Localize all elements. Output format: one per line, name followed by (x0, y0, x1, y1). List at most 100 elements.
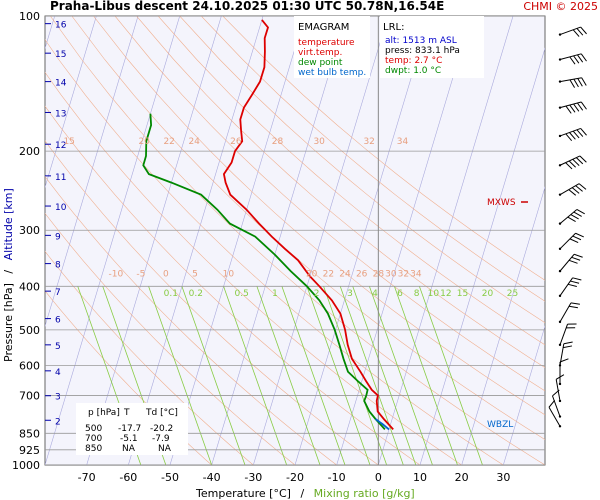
wind-barb-flag (567, 216, 576, 222)
table-cell: 700 (85, 434, 102, 444)
mixing-ratio-label: 20 (482, 289, 494, 299)
wind-barb-flag (575, 185, 583, 192)
credit: CHMI © 2025 (523, 0, 598, 13)
isotherm-label: 15 (63, 137, 74, 147)
y-axis-label-pressure: Pressure [hPa] (2, 283, 15, 362)
wind-barb-dot (558, 58, 562, 61)
altitude-tick-label: 15 (55, 50, 66, 60)
dry-adiabat-line (93, 16, 545, 416)
adiabat-label: 0 (163, 269, 169, 279)
wind-barb-flag (573, 55, 580, 64)
isotherm-line (336, 16, 472, 465)
wind-barb-flag (559, 358, 569, 363)
wind-barb-staff (559, 127, 581, 137)
isotherm-line (169, 16, 305, 465)
lrl-title: LRL: (383, 22, 404, 33)
table-header-td: Td [°C] (145, 408, 178, 418)
y-tick-label: 200 (19, 145, 40, 158)
wind-barb-flag (572, 277, 582, 281)
mixing-ratio-line (352, 286, 417, 465)
wind-barb-flag (579, 155, 587, 163)
mixing-ratio-line (339, 286, 404, 465)
y-tick-label: 300 (19, 224, 40, 237)
wind-barb-flag (569, 56, 576, 65)
y-tick-label: 925 (19, 444, 40, 457)
wind-barb-flag (572, 158, 580, 166)
legend-dew-point: dew point (298, 58, 343, 68)
legend-temperature: temperature (298, 38, 355, 48)
table-cell: -17.7 (118, 424, 141, 434)
wind-barb-flag (575, 232, 584, 238)
isotherm-label: 22 (163, 137, 174, 147)
isotherm-line (253, 16, 389, 465)
wind-barb-staff (559, 253, 575, 272)
isotherm-label: 34 (397, 137, 409, 147)
adiabat-label: -5 (136, 269, 145, 279)
wind-barb-flag (573, 253, 583, 258)
y-tick-label: 850 (19, 427, 40, 440)
altitude-tick-label: 6 (55, 316, 61, 326)
adiabat-label: 20 (306, 269, 318, 279)
altitude-tick-label: 7 (55, 288, 61, 298)
y-tick-label: 1000 (12, 459, 40, 472)
isotherm-line (86, 16, 222, 465)
legend-title: EMAGRAM (298, 22, 349, 33)
wind-barb-dot (558, 134, 562, 138)
wind-barb-dot (558, 164, 562, 167)
adiabat-label: -10 (108, 269, 123, 279)
wind-barb-flag (569, 104, 576, 113)
altitude-tick-label: 3 (55, 393, 61, 403)
y-tick-label: 500 (19, 324, 40, 337)
plot-area (44, 15, 546, 466)
mixing-ratio-line (281, 286, 346, 465)
wind-barb-flag (580, 26, 587, 35)
mixing-ratio-label: 12 (440, 289, 451, 299)
isotherm-line (45, 16, 180, 465)
altitude-tick-label: 5 (55, 342, 61, 352)
x-tick-label: 30 (496, 471, 510, 484)
table-cell: -20.2 (150, 424, 173, 434)
x-axis-label: Temperature [°C] / Mixing ratio [g/kg] (195, 487, 415, 500)
dry-adiabat-line (200, 16, 545, 302)
table-cell: -7.9 (152, 434, 170, 444)
mixing-ratio-label: 0.1 (164, 289, 178, 299)
series-line-temperature (222, 19, 394, 431)
mixing-ratio-label: 1 (272, 289, 278, 299)
mixing-ratio-line (223, 286, 288, 465)
isotherm-line (419, 47, 545, 465)
adiabat-label: 32 (398, 269, 409, 279)
wbzl-marker: WBZL (487, 420, 513, 430)
legend-virt-temp: virt.temp. (298, 48, 342, 58)
chart-title: Praha-Libus descent 24.10.2025 01:30 UTC… (50, 0, 444, 13)
wind-barb-flag (577, 78, 583, 87)
wind-barb-dot (558, 33, 562, 36)
wind-barb-flag (580, 128, 587, 136)
mxws-marker: MXWS (487, 198, 516, 208)
isotherm-label: 24 (188, 137, 200, 147)
mixing-ratio-label: 8 (414, 289, 420, 299)
mixing-ratio-line (419, 286, 483, 465)
wind-barb-staff (559, 26, 581, 36)
wind-barb-staff (559, 277, 574, 297)
x-tick-label: -60 (119, 471, 137, 484)
wind-barb-dot (558, 193, 562, 196)
wind-barb-flag (573, 211, 582, 217)
wind-barb-flag (552, 389, 560, 397)
table-header-p: p [hPa] (88, 408, 120, 418)
lrl-dwpt: dwpt: 1.0 °C (385, 66, 441, 76)
wind-barb-flag (571, 256, 581, 261)
mixing-ratio-line (369, 286, 433, 465)
mixing-ratio-label: 10 (428, 289, 440, 299)
mixing-ratio-label: 0.2 (189, 289, 203, 299)
isotherm-line (461, 186, 545, 465)
altitude-tick-label: 8 (55, 261, 61, 271)
wind-barb-flag (568, 259, 578, 264)
wind-barb-dot (558, 222, 562, 225)
x-tick-label: 10 (413, 471, 427, 484)
wind-barb-flag (569, 79, 576, 88)
lrl-temp: temp: 2.7 °C (385, 56, 442, 66)
wind-barb-flag (572, 235, 582, 241)
profile-lines (142, 19, 394, 431)
wind-barb-flag (577, 102, 584, 111)
